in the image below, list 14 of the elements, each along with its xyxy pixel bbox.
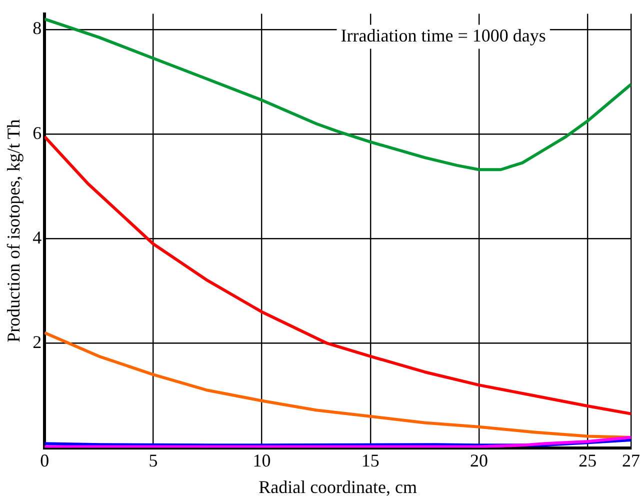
y-tick-label: 6 bbox=[32, 122, 42, 143]
x-tick-label: 5 bbox=[148, 450, 158, 470]
y-tick-label: 8 bbox=[32, 18, 42, 38]
x-tick-label: 15 bbox=[361, 450, 380, 470]
x-tick-label: 10 bbox=[252, 450, 271, 470]
x-tick-label: 27 bbox=[622, 450, 640, 470]
y-tick-label: 4 bbox=[32, 227, 42, 248]
y-tick-label: 2 bbox=[32, 332, 42, 352]
x-tick-label: 0 bbox=[40, 450, 50, 470]
x-tick-label: 20 bbox=[470, 450, 488, 470]
x-tick-label: 25 bbox=[578, 450, 597, 470]
y-axis-title: Production of isotopes, kg/t Th bbox=[4, 119, 24, 342]
x-axis-title: Radial coordinate, cm bbox=[258, 476, 418, 497]
annotation: Irradiation time = 1000 days bbox=[340, 26, 546, 46]
